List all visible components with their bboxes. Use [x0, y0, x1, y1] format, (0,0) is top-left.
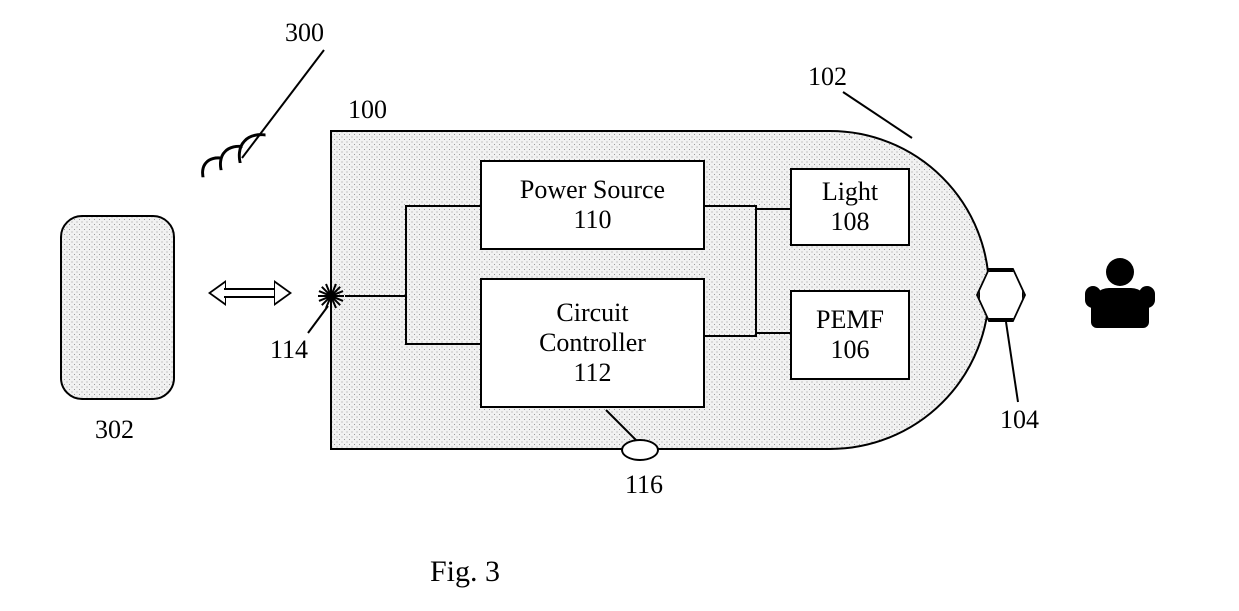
ref-102: 102	[808, 62, 847, 92]
ref-300: 300	[285, 18, 324, 48]
light-ref: 108	[831, 207, 870, 237]
diagram-stage: Power Source 110 Circuit Controller 112 …	[0, 0, 1239, 611]
ref-100: 100	[348, 95, 387, 125]
connector-line	[755, 332, 791, 334]
figure-caption: Fig. 3	[430, 555, 500, 589]
power-source-block: Power Source 110	[480, 160, 705, 250]
pemf-ref: 106	[831, 335, 870, 365]
starburst-icon	[318, 283, 344, 309]
pemf-block: PEMF 106	[790, 290, 910, 380]
connector-line	[755, 208, 791, 210]
remote-device	[60, 215, 175, 400]
connector-line	[705, 205, 755, 207]
user-icon	[1085, 258, 1155, 328]
circuit-controller-label-2: Controller	[539, 328, 646, 358]
ref-116: 116	[625, 470, 663, 500]
light-block: Light 108	[790, 168, 910, 246]
connector-line	[705, 335, 755, 337]
power-source-label: Power Source	[520, 175, 665, 205]
bidirectional-arrow-icon	[210, 280, 290, 306]
circuit-controller-label-1: Circuit	[556, 298, 628, 328]
connector-line	[405, 205, 480, 207]
power-source-ref: 110	[573, 205, 611, 235]
connector-line	[345, 295, 405, 297]
connector-line	[405, 205, 407, 345]
oval-node-icon	[621, 439, 659, 461]
circuit-controller-block: Circuit Controller 112	[480, 278, 705, 408]
connector-line	[405, 343, 480, 345]
circuit-controller-ref: 112	[573, 358, 611, 388]
ref-114: 114	[270, 335, 308, 365]
ref-104: 104	[1000, 405, 1039, 435]
light-label: Light	[822, 177, 878, 207]
ref-302: 302	[95, 415, 134, 445]
connector-line	[755, 205, 757, 337]
pemf-label: PEMF	[816, 305, 884, 335]
